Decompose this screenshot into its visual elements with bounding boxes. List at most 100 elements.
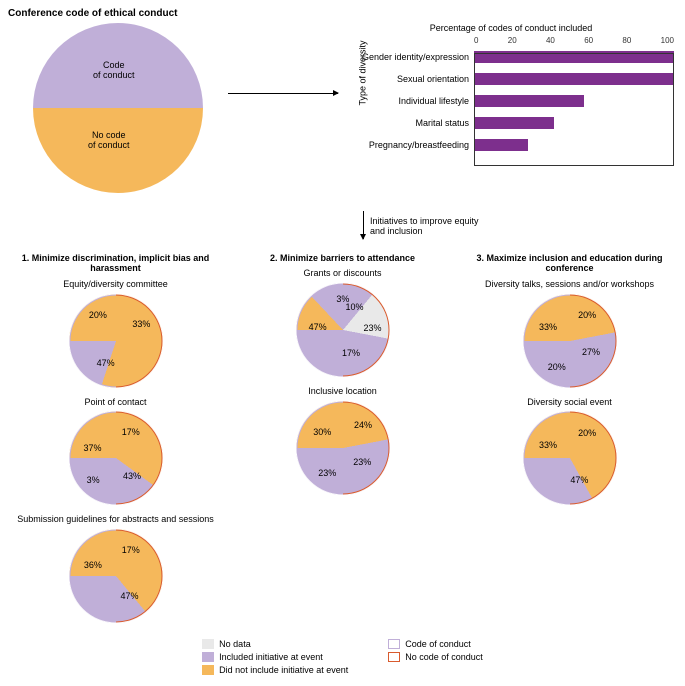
pie-pct: 37% — [84, 443, 102, 453]
bar-track — [474, 95, 674, 107]
bar-track — [474, 73, 674, 85]
pie-pct: 20% — [578, 310, 596, 320]
pie: 20% 47% 33% — [523, 411, 617, 505]
legend-label: No data — [219, 639, 251, 649]
column-title: 3. Maximize inclusion and education duri… — [462, 253, 677, 274]
legend-item: No code of conduct — [388, 652, 483, 662]
bar-row: Sexual orientation — [346, 69, 676, 89]
pie-pct: 23% — [353, 457, 371, 467]
pie-pct: 47% — [309, 322, 327, 332]
bar-row: Gender identity/expression — [346, 47, 676, 67]
pie: 20% 27% 20% 33% — [523, 294, 617, 388]
bar-fill — [474, 139, 528, 151]
pie-pct: 47% — [570, 475, 588, 485]
pie: 17% 43% 3% 37% — [69, 411, 163, 505]
big-pie: Codeof conduct No codeof conduct — [8, 23, 228, 193]
pie-base — [523, 294, 617, 388]
pie-pct: 43% — [123, 471, 141, 481]
pie-pct: 24% — [354, 420, 372, 430]
legend-swatch — [202, 665, 214, 675]
bar-fill — [474, 73, 674, 85]
top-row: Codeof conduct No codeof conduct Percenta… — [8, 23, 677, 193]
legend-item: Code of conduct — [388, 639, 483, 649]
bar-chart: Percentage of codes of conduct included … — [346, 23, 676, 157]
pie-pct: 30% — [313, 427, 331, 437]
bar-track — [474, 51, 674, 63]
pie-pct: 17% — [342, 348, 360, 358]
pie-title: Point of contact — [8, 398, 223, 408]
pie-pct: 17% — [122, 427, 140, 437]
bar-row: Pregnancy/breastfeeding — [346, 135, 676, 155]
bar-fill — [474, 117, 554, 129]
bar-fill — [474, 95, 584, 107]
pie-pct: 33% — [132, 319, 150, 329]
initiatives-arrow: Initiatives to improve equity and inclus… — [288, 211, 438, 239]
pie-block: Submission guidelines for abstracts and … — [8, 515, 223, 623]
pie-block: Point of contact 17% 43% 3% 37% — [8, 398, 223, 506]
initiatives-label: Initiatives to improve equity and inclus… — [370, 217, 480, 237]
pie-pct: 3% — [87, 475, 100, 485]
pie-base — [69, 294, 163, 388]
pie-pct: 47% — [121, 591, 139, 601]
pie-title: Submission guidelines for abstracts and … — [8, 515, 223, 525]
pie-title: Inclusive location — [235, 387, 450, 397]
legend-item: No data — [202, 639, 348, 649]
bar-row: Marital status — [346, 113, 676, 133]
pie-pct: 23% — [318, 468, 336, 478]
pie-pct: 47% — [97, 358, 115, 368]
pie-pct: 36% — [84, 560, 102, 570]
pie-block: Inclusive location 24% 23% 23% 30% — [235, 387, 450, 495]
bar-y-title: Type of diversity — [358, 40, 368, 105]
pie-pct: 33% — [539, 322, 557, 332]
pie-pct: 10% — [346, 302, 364, 312]
legend-label: Did not include initiative at event — [219, 665, 348, 675]
pie-block: Diversity talks, sessions and/or worksho… — [462, 280, 677, 388]
bar-axis: 020406080100 — [474, 36, 674, 45]
pie-base — [69, 411, 163, 505]
legend-label: Code of conduct — [405, 639, 471, 649]
pie-base — [296, 401, 390, 495]
arrow-right — [228, 93, 338, 94]
pie-block: Equity/diversity committee 33% 47% 20% — [8, 280, 223, 388]
legend: No data Included initiative at event Did n… — [8, 639, 677, 678]
page-title: Conference code of ethical conduct — [8, 8, 677, 19]
legend-label: No code of conduct — [405, 652, 483, 662]
pie-title: Diversity social event — [462, 398, 677, 408]
pie: 3%10%23%17%47% — [296, 283, 390, 377]
bar-label: Pregnancy/breastfeeding — [346, 140, 474, 150]
bar-row: Individual lifestyle — [346, 91, 676, 111]
pie-pct: 20% — [548, 362, 566, 372]
pie-pct: 33% — [539, 440, 557, 450]
pie-pct: 20% — [89, 310, 107, 320]
bar-track — [474, 139, 674, 151]
bar-track — [474, 117, 674, 129]
pie-base — [523, 411, 617, 505]
legend-item: Included initiative at event — [202, 652, 348, 662]
pie-title: Equity/diversity committee — [8, 280, 223, 290]
pie-pct: 27% — [582, 347, 600, 357]
legend-swatch — [202, 652, 214, 662]
column-title: 1. Minimize discrimination, implicit bia… — [8, 253, 223, 274]
pie: 24% 23% 23% 30% — [296, 401, 390, 495]
pie: 33% 47% 20% — [69, 294, 163, 388]
big-pie-bottom-label: No codeof conduct — [88, 131, 130, 151]
column-title: 2. Minimize barriers to attendance — [235, 253, 450, 263]
column: 1. Minimize discrimination, implicit bia… — [8, 253, 223, 633]
column: 3. Maximize inclusion and education duri… — [462, 253, 677, 633]
big-pie-top-label: Codeof conduct — [93, 61, 135, 81]
pie-pct: 17% — [122, 545, 140, 555]
legend-item: Did not include initiative at event — [202, 665, 348, 675]
pie: 17% 47% 36% — [69, 529, 163, 623]
columns: 1. Minimize discrimination, implicit bia… — [8, 253, 677, 633]
pie-base — [69, 529, 163, 623]
legend-label: Included initiative at event — [219, 652, 323, 662]
bar-label: Marital status — [346, 118, 474, 128]
pie-pct: 23% — [363, 323, 381, 333]
pie-title: Grants or discounts — [235, 269, 450, 279]
pie-pct: 20% — [578, 428, 596, 438]
bar-x-title: Percentage of codes of conduct included — [346, 23, 676, 33]
legend-swatch — [202, 639, 214, 649]
pie-title: Diversity talks, sessions and/or worksho… — [462, 280, 677, 290]
legend-swatch — [388, 652, 400, 662]
pie-block: Diversity social event 20% 47% 33% — [462, 398, 677, 506]
